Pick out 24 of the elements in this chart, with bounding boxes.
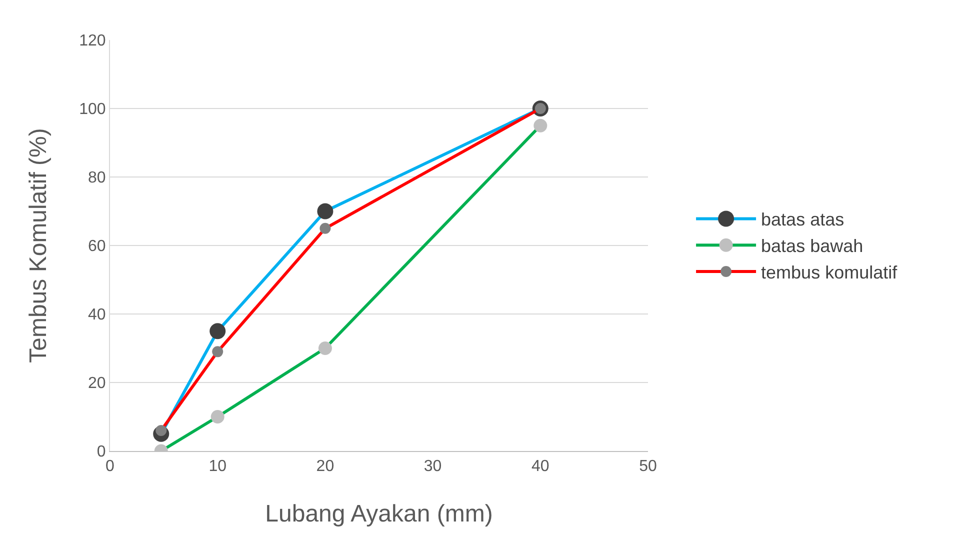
x-tick-label: 40 [532,458,550,476]
x-tick-label: 30 [424,458,442,476]
point [210,410,224,424]
x-tick-label: 20 [316,458,334,476]
x-tick-label: 10 [208,458,227,476]
x-tick-label: 50 [639,458,657,476]
legend-label: batas atas [761,210,844,230]
legend-label: batas bawah [761,236,864,256]
point [320,222,331,234]
y-tick-label: 20 [88,375,106,392]
legend-label: tembus komulatif [761,262,898,283]
x-axis-title: Lubang Ayakan (mm) [265,500,493,528]
y-tick-label: 60 [88,238,106,256]
y-tick-label: 120 [79,32,106,50]
point [212,346,224,358]
point [317,203,334,220]
point [210,323,226,340]
y-tick-label: 80 [88,170,106,187]
y-tick-label: 40 [88,306,106,324]
y-axis-title: Tembus Komulatif (%) [25,128,52,363]
point [534,118,548,132]
y-tick-label: 0 [96,444,106,461]
point [318,342,332,355]
y-tick-label: 100 [79,101,106,118]
